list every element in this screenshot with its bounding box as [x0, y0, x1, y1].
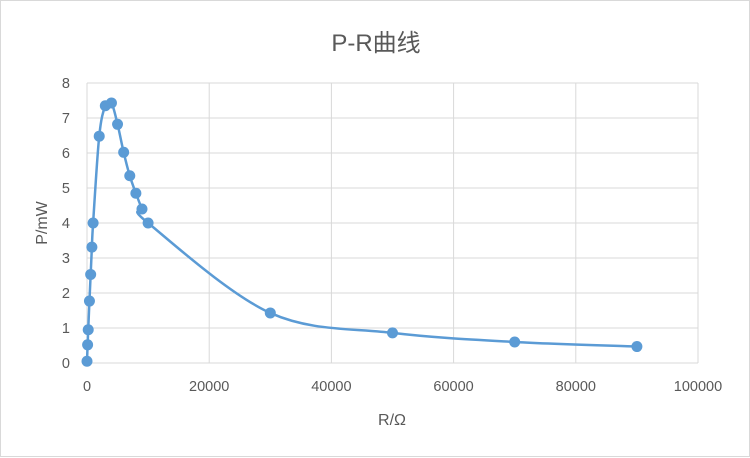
y-tick-label: 0	[62, 356, 70, 372]
data-point	[631, 341, 643, 353]
data-point	[81, 355, 93, 367]
data-point	[83, 295, 95, 307]
data-point	[105, 97, 117, 109]
data-point	[509, 336, 521, 348]
data-point	[85, 268, 97, 280]
x-tick-label: 80000	[556, 379, 596, 395]
series	[81, 97, 643, 367]
y-tick-label: 5	[62, 181, 70, 197]
y-tick-label: 7	[62, 111, 70, 127]
data-point	[387, 327, 398, 339]
y-tick-label: 3	[62, 251, 70, 267]
series-line	[85, 99, 637, 362]
y-tick-label: 8	[62, 76, 70, 92]
data-point	[142, 217, 154, 229]
x-axis-ticks: 0 20000 40000 60000 80000 100000	[83, 379, 722, 395]
data-point	[124, 170, 136, 182]
chart-title: P-R曲线	[331, 30, 421, 57]
data-point	[112, 118, 124, 130]
data-point	[93, 130, 105, 142]
y-tick-label: 1	[62, 321, 70, 337]
data-point	[82, 339, 94, 351]
data-point	[136, 203, 148, 215]
data-point	[86, 241, 98, 253]
x-tick-label: 20000	[189, 379, 229, 395]
y-tick-label: 2	[62, 286, 70, 302]
grid	[86, 82, 699, 364]
data-point	[264, 307, 276, 319]
data-point	[118, 146, 130, 158]
data-point	[82, 324, 94, 336]
x-tick-label: 0	[83, 379, 91, 395]
data-point	[87, 217, 99, 229]
y-tick-label: 6	[62, 146, 70, 162]
x-tick-label: 60000	[433, 379, 473, 395]
x-tick-label: 40000	[311, 379, 351, 395]
data-point	[130, 187, 142, 199]
y-tick-label: 4	[62, 216, 70, 232]
y-axis-ticks: 0 1 2 3 4 5 6 7 8	[62, 76, 70, 372]
x-tick-label: 100000	[674, 379, 722, 395]
x-axis-title: R/Ω	[378, 412, 406, 429]
y-axis-title: P/mW	[34, 200, 51, 244]
